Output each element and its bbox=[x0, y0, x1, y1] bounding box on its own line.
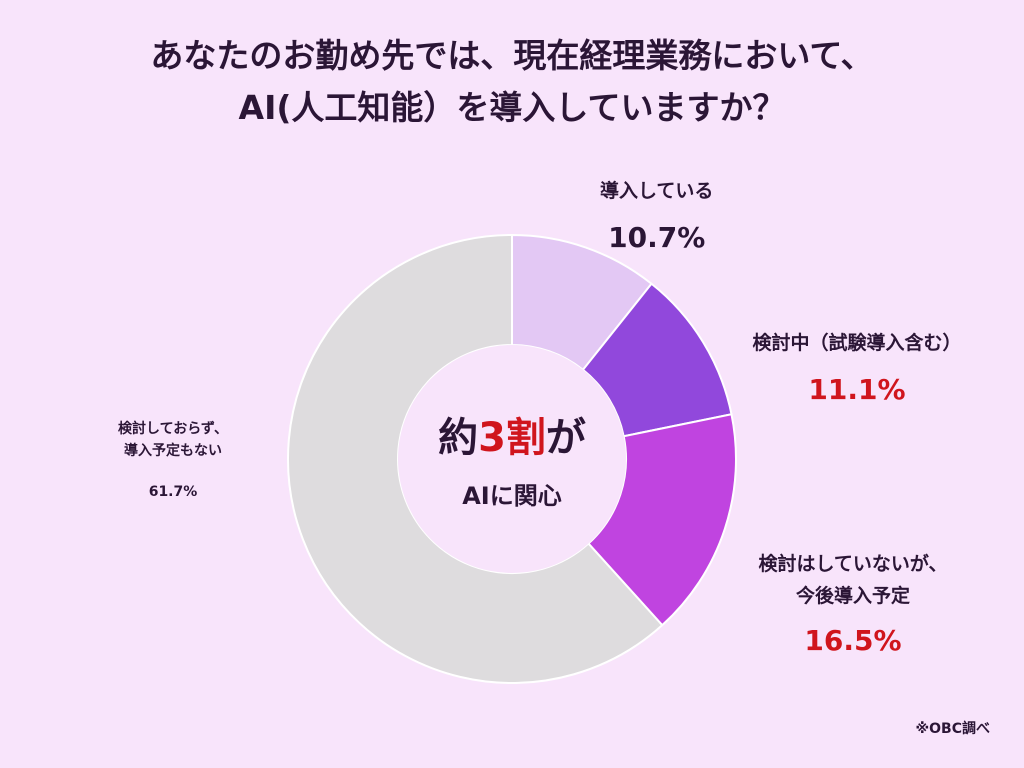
donut-hole bbox=[398, 345, 626, 573]
slice-percent: 10.7% bbox=[608, 221, 706, 254]
chart-title-line-1: あなたのお勤め先では、現在経理業務において、 bbox=[150, 36, 874, 75]
center-prefix: 約 bbox=[438, 415, 479, 461]
slice-label-introduced: 導入している 10.7% bbox=[600, 176, 713, 254]
slice-label-planned: 検討はしていないが、 今後導入予定 16.5% bbox=[722, 548, 984, 657]
slice-name-line-2: 導入予定もない bbox=[124, 443, 222, 459]
slice-name: 導入している bbox=[600, 180, 714, 202]
source-note: ※OBC調べ bbox=[915, 721, 990, 737]
donut-center-text: 約3割が AIに関心 bbox=[412, 412, 612, 511]
slice-percent: 16.5% bbox=[804, 624, 902, 657]
slice-percent: 11.1% bbox=[808, 373, 906, 406]
slice-name: 検討中（試験導入含む） bbox=[752, 332, 962, 354]
chart-title: あなたのお勤め先では、現在経理業務において、 AI(人工知能）を導入していますか… bbox=[0, 30, 1024, 134]
slice-name-line-2: 今後導入予定 bbox=[795, 585, 910, 607]
chart-title-line-2: AI(人工知能）を導入していますか？ bbox=[238, 88, 786, 127]
slice-name: 検討はしていないが、 今後導入予定 bbox=[722, 548, 984, 612]
center-subtitle: AIに関心 bbox=[462, 482, 562, 510]
slice-label-considering: 検討中（試験導入含む） 11.1% bbox=[722, 328, 992, 406]
slice-percent: 61.7% bbox=[148, 484, 198, 500]
slice-name: 検討しておらず、 導入予定もない bbox=[98, 418, 248, 462]
center-headline: 約3割が bbox=[412, 412, 612, 464]
center-number: 3割 bbox=[478, 415, 546, 461]
center-suffix: が bbox=[545, 415, 586, 461]
slice-label-not-planned: 検討しておらず、 導入予定もない 61.7% bbox=[98, 418, 248, 500]
slice-name-line-1: 検討しておらず、 bbox=[118, 421, 228, 437]
slice-name-line-1: 検討はしていないが、 bbox=[758, 553, 948, 575]
